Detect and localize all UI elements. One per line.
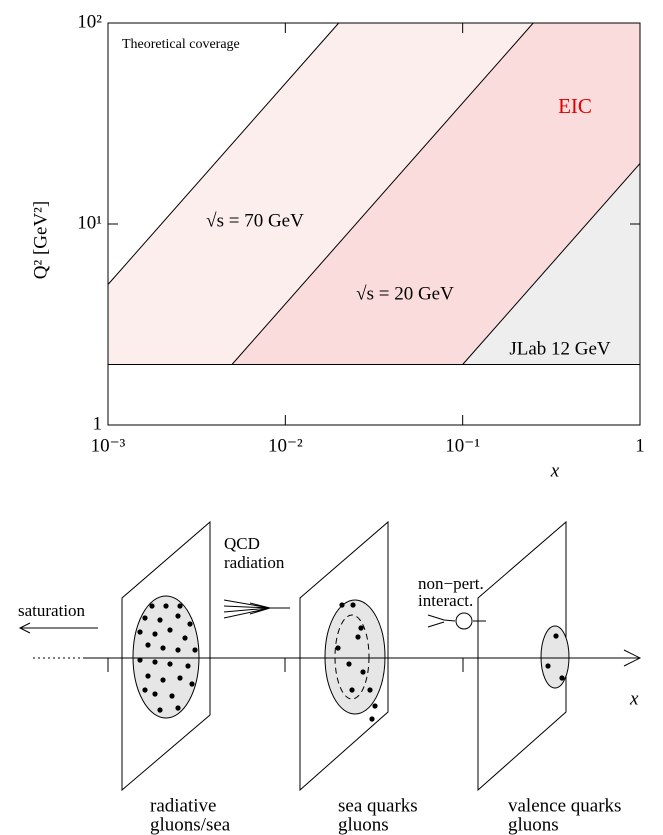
series-label: √s = 20 GeV <box>356 283 454 304</box>
parton-dot <box>137 657 143 663</box>
x-axis-label: x <box>550 460 560 481</box>
arrow-head <box>623 649 642 667</box>
parton-dot <box>545 663 551 669</box>
plane-label: gluons <box>508 814 559 835</box>
y-tick-label: 10¹ <box>77 212 102 233</box>
parton-dot <box>189 681 195 687</box>
interaction-blob <box>455 612 473 630</box>
parton-dot <box>167 627 173 633</box>
parton-dot <box>559 675 565 681</box>
x-tick-label: 1 <box>635 435 645 456</box>
series-label: √s = 70 GeV <box>206 210 304 231</box>
parton-dot <box>177 675 183 681</box>
annotation: EIC <box>558 94 592 118</box>
diagram-labels: saturation QCD radiation non−pert. inter… <box>18 534 639 835</box>
arrow-head <box>18 622 31 634</box>
x-tick-label: 10⁻² <box>268 435 303 456</box>
boundary-line <box>462 163 641 365</box>
region-fill <box>231 23 640 365</box>
parton-dot <box>372 703 378 709</box>
x-tick-label: 10⁻¹ <box>445 435 480 456</box>
y-axis-label: Q² [GeV²] <box>30 201 51 279</box>
parton-dot <box>187 621 193 627</box>
parton-dot <box>152 659 158 665</box>
parton-dot <box>360 669 366 675</box>
parton-dot <box>355 634 361 640</box>
plane-label: sea quarks <box>338 795 418 816</box>
parton-dot <box>175 705 181 711</box>
x-tick-label: 10⁻³ <box>91 435 126 456</box>
parton-dot <box>346 661 352 667</box>
qcd-label: radiation <box>224 553 285 572</box>
plane-label: gluons <box>338 814 389 835</box>
parton-dot <box>175 613 181 619</box>
parton-dot <box>358 625 364 631</box>
partons <box>137 602 565 722</box>
parton-dot <box>175 647 181 653</box>
parton-dot <box>142 687 148 693</box>
parton-dot <box>157 707 163 713</box>
parton-dot <box>185 663 191 669</box>
interaction-icon <box>427 614 486 628</box>
radiation-icon <box>223 599 290 619</box>
parton-dot <box>167 661 173 667</box>
parton-dot <box>335 645 341 651</box>
parton-dot <box>369 716 375 722</box>
nonpert-label: interact. <box>418 591 473 610</box>
parton-dot <box>142 615 148 621</box>
saturation-label: saturation <box>18 601 86 620</box>
qcd-label: QCD <box>224 534 260 553</box>
parton-dot <box>152 631 158 637</box>
parton-dot <box>169 693 175 699</box>
plot-frame <box>107 22 641 426</box>
parton-dot <box>163 603 169 609</box>
chart: √s = 70 GeV √s = 20 GeV JLab 12 GeV Theoret… <box>77 11 644 456</box>
parton-dot <box>152 691 158 697</box>
inner-ellipse <box>334 614 370 700</box>
parton-dot <box>160 677 166 683</box>
region-fill <box>108 23 534 365</box>
plane-label: radiative <box>150 795 216 816</box>
parton-dot <box>553 633 559 639</box>
plane <box>477 520 567 792</box>
parton-dot <box>367 687 373 693</box>
parton-dot <box>157 617 163 623</box>
y-tick-label: 1 <box>93 413 103 434</box>
parton-dot <box>350 602 356 608</box>
hadron-ellipse <box>540 625 570 689</box>
hadron-ellipse <box>132 595 200 719</box>
diagram <box>18 520 642 792</box>
plane-label: gluons/sea <box>150 814 231 835</box>
parton-dot <box>182 635 188 641</box>
parton-dot <box>192 647 198 653</box>
hadron-ellipse <box>324 599 386 715</box>
parton-dot <box>145 642 151 648</box>
parton-dot <box>160 645 166 651</box>
parton-dot <box>349 687 355 693</box>
parton-dot <box>137 629 143 635</box>
nonpert-label: non−pert. <box>418 574 484 593</box>
parton-dot <box>145 673 151 679</box>
parton-dot <box>149 603 155 609</box>
parton-dot <box>339 602 345 608</box>
series-label: JLab 12 GeV <box>509 338 611 359</box>
y-tick-label: 10² <box>77 11 102 32</box>
annotation: Theoretical coverage <box>122 37 240 52</box>
parton-dot <box>177 603 183 609</box>
plane-label: valence quarks <box>508 795 621 816</box>
diagram-axis-label: x <box>629 688 639 709</box>
boundary-line <box>231 22 534 365</box>
boundary-line <box>107 22 340 285</box>
